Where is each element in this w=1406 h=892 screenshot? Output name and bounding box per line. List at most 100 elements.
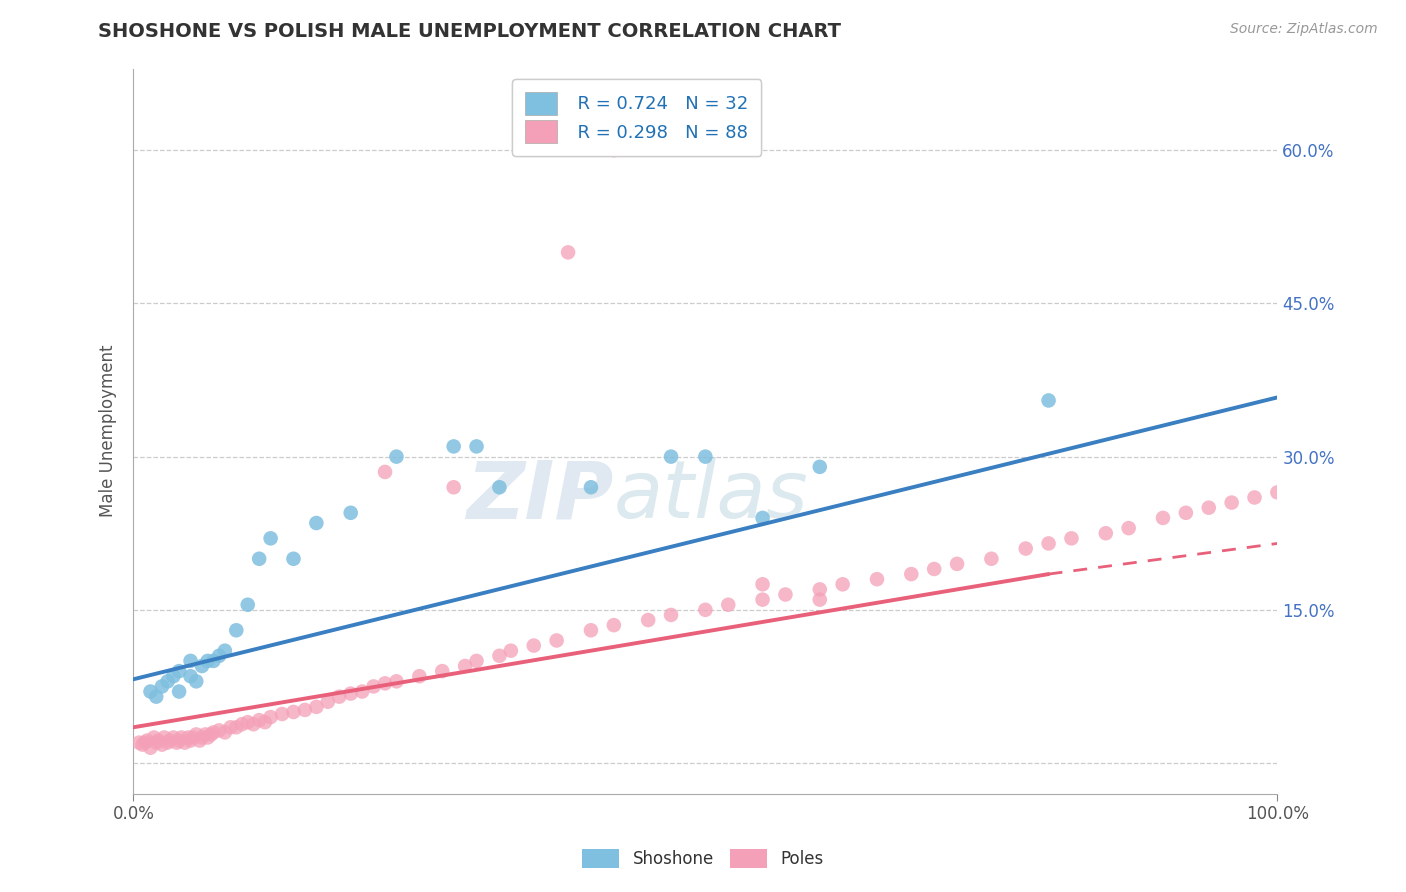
Point [150,738,173,752]
Point [194,727,217,741]
Point [219,720,242,734]
Point [465,439,488,453]
Point [866,572,889,586]
Point [465,654,488,668]
Point [208,648,231,663]
Point [1220,495,1243,509]
Point [253,715,276,730]
Point [162,669,184,683]
Point [202,654,225,668]
Text: SHOSHONE VS POLISH MALE UNEMPLOYMENT CORRELATION CHART: SHOSHONE VS POLISH MALE UNEMPLOYMENT COR… [98,22,841,41]
Point [488,480,510,494]
Point [523,639,546,653]
Point [202,725,225,739]
Point [170,731,193,745]
Point [1094,526,1116,541]
Point [751,511,773,525]
Point [454,659,477,673]
Point [443,480,465,494]
Point [637,613,659,627]
Point [283,551,305,566]
Point [808,582,831,597]
Point [236,598,259,612]
Point [150,680,173,694]
Point [488,648,510,663]
Point [775,587,797,601]
Text: ZIP: ZIP [467,458,614,535]
Point [1174,506,1197,520]
Point [751,592,773,607]
Point [1015,541,1038,556]
Point [603,143,626,157]
Point [316,695,339,709]
Point [136,733,159,747]
Point [339,687,361,701]
Point [225,720,247,734]
Point [499,643,522,657]
Point [247,713,270,727]
Point [339,506,361,520]
Text: Source: ZipAtlas.com: Source: ZipAtlas.com [1230,22,1378,37]
Point [1152,511,1174,525]
Point [305,516,328,530]
Point [751,577,773,591]
Point [1118,521,1140,535]
Point [188,733,211,747]
Point [305,699,328,714]
Point [191,731,214,745]
Point [900,567,922,582]
Point [208,723,231,738]
Point [408,669,430,683]
Point [162,731,184,745]
Point [148,733,170,747]
Point [1060,532,1083,546]
Point [659,607,682,622]
Point [134,736,156,750]
Point [180,733,202,747]
Point [214,725,236,739]
Point [131,738,153,752]
Point [717,598,740,612]
Point [294,703,316,717]
Point [1243,491,1265,505]
Point [167,684,190,698]
Point [167,733,190,747]
Point [328,690,350,704]
Y-axis label: Male Unemployment: Male Unemployment [100,345,117,517]
Point [180,669,202,683]
Point [145,736,167,750]
Point [156,674,179,689]
Point [128,736,150,750]
Point [1038,393,1060,408]
Point [659,450,682,464]
Point [808,592,831,607]
Point [197,654,219,668]
Point [139,684,162,698]
Text: atlas: atlas [614,458,808,535]
Point [385,450,408,464]
Point [156,736,179,750]
Point [236,715,259,730]
Point [432,664,454,678]
Point [181,731,204,745]
Point [173,736,195,750]
Point [283,705,305,719]
Point [695,450,717,464]
Point [922,562,945,576]
Point [1038,536,1060,550]
Point [443,439,465,453]
Point [352,684,374,698]
Point [153,731,176,745]
Point [557,245,579,260]
Point [385,674,408,689]
Point [142,731,165,745]
Point [603,618,626,632]
Point [808,459,831,474]
Legend:   R = 0.724   N = 32,   R = 0.298   N = 88: R = 0.724 N = 32, R = 0.298 N = 88 [512,79,761,156]
Point [546,633,568,648]
Point [200,727,222,741]
Point [1267,485,1289,500]
Point [271,706,294,721]
Point [180,654,202,668]
Point [214,643,236,657]
